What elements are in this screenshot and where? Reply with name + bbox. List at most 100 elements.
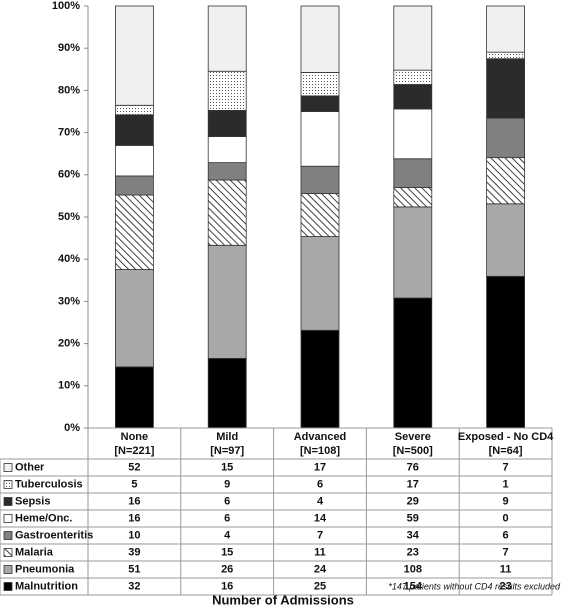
y-tick-label: 60% (58, 169, 80, 181)
y-tick-label: 30% (58, 295, 80, 307)
bar-segment (486, 5, 526, 53)
legend-label: Other (15, 461, 45, 473)
x-tick-count: [N=97] (210, 445, 244, 457)
x-tick-count: [N=500] (393, 445, 433, 457)
x-tick-label: Advanced (294, 431, 347, 443)
table-value: 59 (407, 512, 419, 524)
table-value: 26 (221, 563, 233, 575)
bar-segment (207, 357, 247, 429)
bar-segment (393, 5, 433, 71)
bar-segment (115, 5, 154, 106)
table-value: 1 (503, 478, 509, 490)
legend-swatch (3, 480, 13, 489)
x-tick-count: [N=64] (489, 445, 523, 457)
y-tick-label: 90% (58, 42, 80, 54)
table-value: 9 (503, 495, 509, 507)
bar-segment (207, 110, 247, 137)
bar-segment (115, 104, 154, 116)
bar-segment (486, 58, 526, 119)
bar-segment (207, 179, 247, 246)
table-value: 17 (407, 478, 419, 490)
x-tick-count: [N=108] (300, 445, 340, 457)
bar-segment (393, 187, 433, 208)
bar-segment (207, 244, 247, 359)
table-value: 9 (224, 478, 230, 490)
table-value: 154 (404, 580, 423, 592)
table-value: 6 (503, 529, 509, 541)
bar-segment (115, 144, 154, 177)
table-value: 16 (128, 512, 140, 524)
legend-label: Heme/Onc. (15, 512, 72, 524)
table-value: 5 (131, 478, 137, 490)
table-value: 51 (128, 563, 140, 575)
bar-segment (115, 269, 154, 368)
table-value: 34 (407, 529, 420, 541)
footnote: *147 patients without CD4 results exclud… (388, 581, 561, 591)
bar-segment (300, 329, 340, 429)
table-value: 0 (503, 512, 509, 524)
bar-segment (393, 69, 433, 85)
y-tick-label: 50% (58, 211, 80, 223)
bar-segment (393, 108, 433, 160)
bar-segment (115, 366, 154, 429)
bar-segment (207, 162, 247, 181)
bar-segment (207, 70, 247, 111)
bar-segment (115, 175, 154, 196)
table-value: 6 (317, 478, 323, 490)
bar-segment (393, 84, 433, 110)
table-value: 76 (407, 461, 419, 473)
legend-swatch (3, 565, 13, 574)
x-tick-label: None (121, 431, 149, 443)
table-value: 52 (128, 461, 140, 473)
bar-segment (300, 72, 340, 97)
bar-segment (486, 51, 526, 60)
bar-segment (300, 165, 340, 194)
table-value: 25 (314, 580, 326, 592)
legend-swatch (3, 497, 13, 506)
y-tick-label: 20% (58, 338, 80, 350)
x-tick-count: [N=221] (114, 445, 154, 457)
bar-segment (486, 157, 526, 205)
table-value: 4 (317, 495, 324, 507)
legend-label: Malnutrition (15, 580, 78, 592)
bar-segment (207, 136, 247, 164)
bar-segment (486, 275, 526, 429)
bar-segment (300, 95, 340, 112)
legend-label: Gastroenteritis (15, 529, 93, 541)
table-value: 23 (499, 580, 511, 592)
legend-swatch (3, 463, 13, 472)
y-tick-label: 80% (58, 84, 80, 96)
table-value: 11 (500, 563, 512, 575)
table-value: 32 (128, 580, 140, 592)
legend-swatch (3, 531, 13, 540)
bar-segment (300, 111, 340, 167)
table-value: 11 (314, 546, 326, 558)
table-value: 29 (407, 495, 419, 507)
bar-segment (393, 158, 433, 188)
legend-label: Sepsis (15, 495, 50, 507)
bar-segment (300, 5, 340, 73)
legend-label: Tuberculosis (15, 478, 83, 490)
legend-label: Pneumonia (15, 563, 75, 575)
table-value: 16 (128, 495, 140, 507)
bar-segment (115, 114, 154, 146)
y-tick-label: 100% (52, 0, 80, 12)
table-value: 39 (128, 546, 140, 558)
table-value: 10 (128, 529, 140, 541)
bar-segment (486, 117, 526, 159)
x-axis-label: Number of Admissions (212, 592, 354, 607)
table-value: 108 (404, 563, 422, 575)
bar-segment (300, 193, 340, 237)
table-value: 4 (224, 529, 231, 541)
bar-segment (300, 236, 340, 331)
bar-segment (393, 206, 433, 299)
table-value: 14 (314, 512, 327, 524)
bar-segment (486, 203, 526, 277)
y-tick-label: 0% (64, 422, 80, 434)
legend-label: Malaria (15, 546, 54, 558)
table-value: 24 (314, 563, 327, 575)
table-value: 15 (221, 546, 233, 558)
x-tick-label: Mild (216, 431, 238, 443)
x-tick-label: Exposed - No CD4 (458, 431, 554, 443)
table-value: 7 (317, 529, 323, 541)
